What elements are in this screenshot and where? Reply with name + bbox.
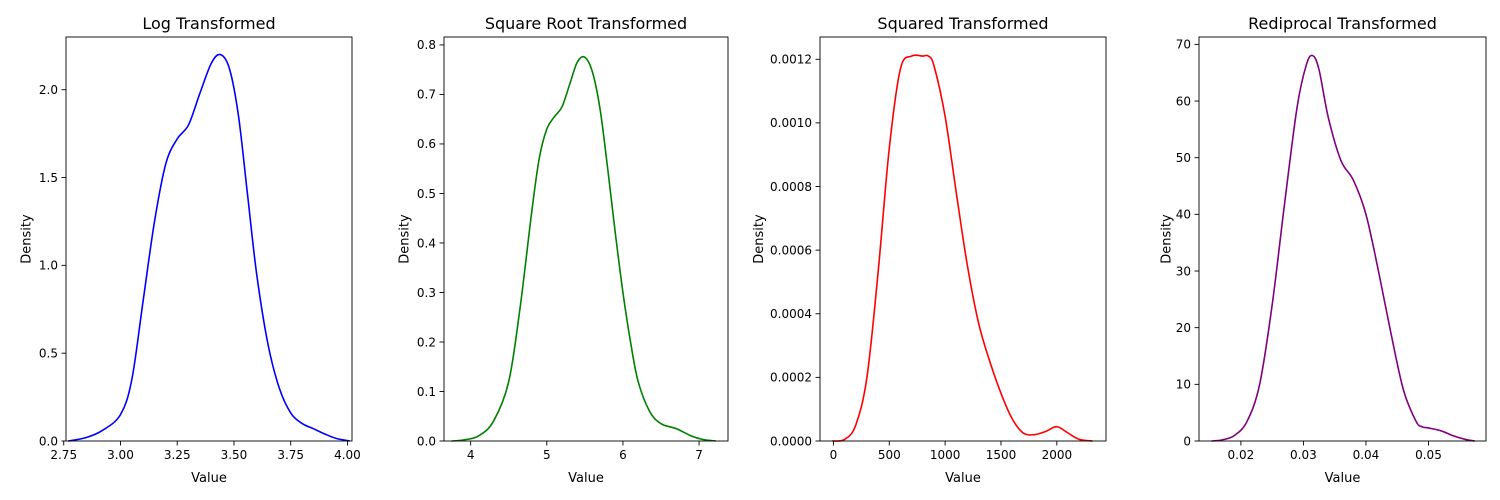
x-tick-label: 4 bbox=[467, 448, 475, 462]
chart-panel-2: 4 5 6 7 0.0 0.1 0.2 0.3 0.4 0.5 0.6 0.7 0.8 Square Ro… bbox=[397, 14, 729, 486]
y-tick-label: 0.0000 bbox=[770, 434, 812, 448]
y-tick-label: 0.5 bbox=[417, 187, 436, 201]
x-tick-label: 500 bbox=[878, 448, 901, 462]
chart-title: Square Root Transformed bbox=[485, 14, 687, 33]
x-tick-label: 3.75 bbox=[277, 448, 304, 462]
y-tick-label: 0.0012 bbox=[770, 53, 812, 67]
axes-frame bbox=[819, 36, 1107, 442]
y-tick-label: 0.8 bbox=[417, 38, 436, 52]
x-tick-label: 5 bbox=[543, 448, 551, 462]
y-tick-label: 50 bbox=[1176, 151, 1191, 165]
y-tick-label: 0.0006 bbox=[770, 243, 812, 257]
y-tick-label: 0.0008 bbox=[770, 180, 812, 194]
y-tick-label: 0.1 bbox=[417, 385, 436, 399]
y-axis-label: Density bbox=[19, 214, 34, 264]
x-tick-label: 7 bbox=[695, 448, 703, 462]
x-tick-label: 1000 bbox=[930, 448, 961, 462]
density-line-4-1 bbox=[1211, 54, 1475, 442]
y-tick-label: 0.6 bbox=[417, 137, 436, 151]
x-axis-label: Value bbox=[945, 471, 981, 486]
y-tick-label: 0.0004 bbox=[770, 307, 812, 321]
y-tick-label: 0.0 bbox=[417, 434, 436, 448]
x-tick-label: 0.03 bbox=[1290, 448, 1317, 462]
x-tick-label: 4.00 bbox=[334, 448, 361, 462]
y-axis-label: Density bbox=[1160, 214, 1175, 264]
y-tick-label: 1.0 bbox=[39, 259, 58, 273]
y-tick-label: 0.5 bbox=[39, 346, 58, 360]
chart-panel-3: 0 500 1000 1500 2000 0.0000 0.0002 0.0004 0.0006… bbox=[752, 14, 1107, 486]
x-tick-label: 1500 bbox=[986, 448, 1017, 462]
density-line-1-1 bbox=[68, 53, 350, 442]
y-axis-label: Density bbox=[397, 214, 412, 264]
x-tick-label: 3.50 bbox=[221, 448, 248, 462]
y-tick-label: 0.0 bbox=[39, 434, 58, 448]
y-tick-label: 0.2 bbox=[417, 335, 436, 349]
axes-frame bbox=[443, 36, 729, 442]
axes-frame bbox=[65, 36, 353, 442]
chart-title: Rediprocal Transformed bbox=[1248, 14, 1437, 33]
y-tick-label: 60 bbox=[1176, 94, 1191, 108]
density-line-3-1 bbox=[832, 54, 1093, 442]
x-axis-label: Value bbox=[191, 471, 227, 486]
chart-panel-4: 0.02 0.03 0.04 0.05 0 10 20 30 40 50 60 70 Rediproca… bbox=[1160, 14, 1487, 486]
x-tick-label: 0 bbox=[830, 448, 838, 462]
x-tick-label: 2.75 bbox=[50, 448, 77, 462]
y-tick-label: 40 bbox=[1176, 208, 1191, 222]
y-tick-label: 70 bbox=[1176, 38, 1191, 52]
y-tick-label: 20 bbox=[1176, 321, 1191, 335]
x-tick-label: 3.25 bbox=[164, 448, 191, 462]
x-tick-label: 0.04 bbox=[1353, 448, 1380, 462]
y-tick-label: 1.5 bbox=[39, 171, 58, 185]
x-tick-label: 0.05 bbox=[1415, 448, 1442, 462]
y-tick-label: 10 bbox=[1176, 378, 1191, 392]
y-axis-label: Density bbox=[752, 214, 767, 264]
x-tick-label: 2000 bbox=[1042, 448, 1073, 462]
x-axis-label: Value bbox=[568, 471, 604, 486]
chart-title: Log Transformed bbox=[142, 14, 275, 33]
axes-frame bbox=[1198, 36, 1487, 442]
y-tick-label: 30 bbox=[1176, 264, 1191, 278]
chart-panel-1: 2.75 3.00 3.25 3.50 3.75 4.00 0.0 0.5 1.0 1.5 2.0 L… bbox=[19, 14, 360, 486]
x-tick-label: 0.02 bbox=[1228, 448, 1255, 462]
y-tick-label: 0.0010 bbox=[770, 116, 812, 130]
y-tick-label: 0.3 bbox=[417, 286, 436, 300]
x-tick-label: 3.00 bbox=[107, 448, 134, 462]
y-tick-label: 0.4 bbox=[417, 236, 436, 250]
chart-title: Squared Transformed bbox=[877, 14, 1048, 33]
x-axis-label: Value bbox=[1325, 471, 1361, 486]
y-tick-label: 2.0 bbox=[39, 83, 58, 97]
density-line-2-1 bbox=[451, 55, 716, 442]
y-tick-label: 0 bbox=[1183, 434, 1191, 448]
x-tick-label: 6 bbox=[619, 448, 627, 462]
y-tick-label: 0.0002 bbox=[770, 371, 812, 385]
y-tick-label: 0.7 bbox=[417, 88, 436, 102]
